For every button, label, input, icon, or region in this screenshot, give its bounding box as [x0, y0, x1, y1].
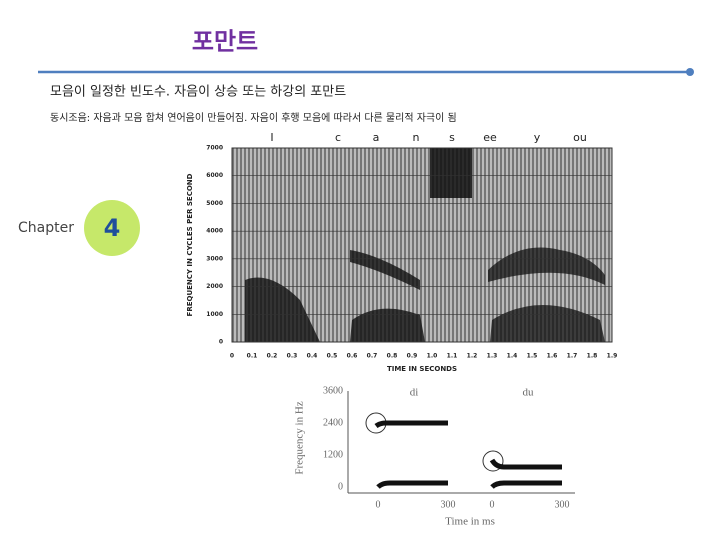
segment-label: n	[413, 131, 420, 144]
formant-bar	[376, 480, 448, 489]
x-tick-label: 0	[490, 499, 495, 510]
x-tick-label: 1.5	[527, 353, 538, 360]
chapter-badge	[84, 200, 140, 256]
panel-label: di	[410, 387, 419, 399]
x-tick-label: 300	[441, 499, 456, 510]
y-tick-label: 6000	[206, 172, 223, 179]
x-tick-label: 0.1	[247, 353, 258, 360]
segment-label: c	[335, 131, 341, 144]
x-tick-label: 300	[555, 499, 570, 510]
x-tick-label: 1.3	[487, 353, 498, 360]
x-tick-label: 0.6	[347, 353, 358, 360]
x-tick-label: 0.4	[307, 353, 318, 360]
x-tick-label: 1.2	[467, 353, 478, 360]
segment-label: I	[270, 131, 273, 144]
y-tick-label: 3000	[206, 255, 223, 262]
x-tick-label: 1.6	[547, 353, 558, 360]
x-tick-label: 0.3	[287, 353, 298, 360]
y-tick-label: 5000	[206, 200, 223, 207]
formant-blob	[350, 250, 420, 290]
formant-x-label: Time in ms	[445, 516, 495, 528]
y-tick-label: 0	[219, 339, 223, 346]
x-tick-label: 0.5	[327, 353, 338, 360]
y-tick-label: 0	[338, 481, 343, 492]
rule-dot	[686, 68, 694, 76]
y-tick-label: 7000	[206, 145, 223, 152]
segment-label: ee	[483, 131, 497, 144]
chapter-label: Chapter	[18, 220, 74, 236]
formant-bar	[489, 458, 562, 470]
y-tick-label: 1000	[206, 311, 223, 318]
x-tick-label: 1.4	[507, 353, 518, 360]
x-tick-label: 0.9	[407, 353, 418, 360]
slide-title: 포만트	[192, 29, 258, 56]
spectrogram-y-label: FREQUENCY IN CYCLES PER SECOND	[186, 173, 194, 316]
x-tick-label: 0	[376, 499, 381, 510]
formant-blob	[488, 247, 605, 285]
x-tick-label: 0.2	[267, 353, 278, 360]
formant-bar	[490, 480, 562, 489]
formant-chart: Frequency in Hz Time in ms 3600 2400 1200 0…	[294, 385, 575, 528]
y-tick-label: 3600	[323, 385, 343, 396]
formant-blob	[350, 308, 425, 342]
x-tick-label: 1.0	[427, 353, 438, 360]
y-tick-label: 2400	[323, 417, 343, 428]
formant-bar	[374, 420, 448, 429]
segment-label: s	[449, 131, 455, 144]
y-tick-label: 4000	[206, 228, 223, 235]
x-tick-label: 0	[230, 353, 234, 360]
segment-label: a	[373, 131, 380, 144]
panel-label: du	[523, 387, 535, 399]
chapter-number: 4	[104, 214, 121, 242]
x-tick-label: 0.8	[387, 353, 398, 360]
x-tick-label: 1.1	[447, 353, 458, 360]
x-tick-label: 1.9	[607, 353, 618, 360]
fricative-noise	[430, 148, 472, 198]
formant-blob	[245, 277, 320, 342]
segment-label: y	[534, 131, 541, 144]
note: 동시조음: 자음과 모음 합쳐 연어음이 만들어짐. 자음이 후행 모음에 따라…	[50, 112, 457, 124]
spectrogram-x-label: TIME IN SECONDS	[387, 365, 457, 373]
subtitle: 모음이 일정한 빈도수. 자음이 상승 또는 하강의 포만트	[50, 85, 346, 100]
formant-y-label: Frequency in Hz	[294, 401, 306, 474]
y-tick-label: 2000	[206, 283, 223, 290]
spectrogram-frame	[231, 147, 613, 343]
segment-label: ou	[573, 131, 587, 144]
y-tick-label: 1200	[323, 449, 343, 460]
spectrogram: FREQUENCY IN CYCLES PER SECOND TIME IN S…	[186, 131, 617, 373]
x-tick-label: 1.7	[567, 353, 578, 360]
x-tick-label: 1.8	[587, 353, 598, 360]
transition-circle	[482, 450, 504, 472]
x-tick-label: 0.7	[367, 353, 378, 360]
